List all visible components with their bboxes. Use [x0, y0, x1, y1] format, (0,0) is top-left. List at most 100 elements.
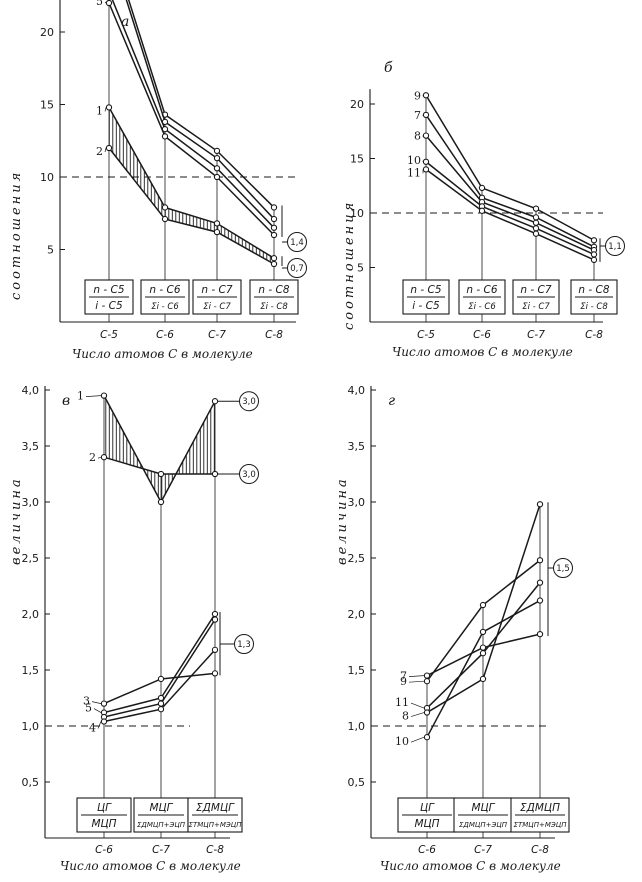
ratio-numerator: n - C8 [578, 284, 609, 296]
y-axis-label-bottom: величина [9, 476, 24, 565]
series-label: 10 [407, 154, 421, 167]
category-label: C-6 [156, 329, 174, 341]
data-point [532, 214, 540, 221]
ratio-numerator: n - C5 [93, 284, 124, 296]
series-line [426, 559, 541, 682]
category-label: C-5 [100, 329, 118, 341]
data-point [423, 734, 431, 741]
y-axis-label-top: соотношения [9, 170, 24, 300]
y-tick-label: 3,5 [348, 440, 366, 453]
bracket-value-circle [234, 634, 254, 654]
category-label: C-8 [206, 844, 224, 856]
data-point [105, 0, 113, 7]
y-tick-label: 0,5 [22, 776, 40, 789]
series-line [425, 161, 595, 256]
series-label: 8 [402, 710, 409, 723]
data-point [479, 628, 487, 636]
data-point [157, 675, 165, 683]
panel-letter: б [384, 60, 393, 76]
series-leader [97, 721, 102, 729]
series-label: 4 [89, 722, 96, 735]
data-point [270, 204, 278, 211]
data-point [422, 166, 430, 173]
bracket-value: 3,0 [242, 470, 256, 480]
data-point [478, 184, 486, 192]
series-label: 10 [395, 735, 409, 748]
data-point [423, 678, 431, 685]
data-point [422, 111, 430, 119]
data-point [270, 260, 278, 268]
data-point [536, 597, 544, 604]
data-point [532, 230, 540, 237]
series-label: 1 [77, 390, 84, 403]
panel-letter: в [62, 393, 70, 409]
data-point [532, 205, 540, 212]
ratio-denominator: Σi - C7 [522, 302, 550, 312]
x-axis-label: Число атомов С в молекуле [392, 345, 573, 359]
hatched-band [104, 395, 215, 502]
series-line [127, 0, 275, 208]
y-tick-label: 20 [350, 98, 364, 111]
data-point [423, 709, 431, 716]
ratio-denominator: МЦП [91, 818, 116, 830]
series-leader [93, 708, 102, 713]
data-point [536, 631, 544, 638]
category-label: C-5 [417, 329, 435, 341]
data-point [478, 207, 486, 214]
ratio-denominator: ΣТМЦП+МЭЦП [189, 821, 243, 829]
data-point [479, 601, 487, 609]
y-tick-label: 20 [40, 26, 54, 39]
data-point [213, 147, 221, 155]
data-point [100, 700, 108, 707]
data-point [100, 718, 108, 725]
category-label: C-7 [152, 844, 170, 856]
data-point [590, 237, 598, 244]
ratio-numerator: МЦГ [471, 802, 495, 814]
data-point [479, 644, 487, 651]
panel-a: 5101520255345121,40,7n - C5i - C5n - C6Σ… [40, 0, 307, 361]
ratio-numerator: ЦГ [97, 802, 112, 814]
shared-labels: соотношения соотношения величина величина [9, 170, 357, 565]
ratio-denominator: Σi - C7 [203, 302, 231, 312]
data-point [161, 215, 169, 223]
series-label: 11 [395, 696, 409, 709]
series-leader [408, 680, 425, 683]
data-point [213, 220, 221, 227]
series-label: 9 [400, 675, 407, 688]
data-point [157, 498, 165, 506]
ratio-denominator: i - C5 [95, 300, 123, 312]
x-axis-label: Число атомов С в молекуле [380, 859, 561, 873]
series-line [425, 94, 595, 241]
category-label: C-7 [474, 844, 492, 856]
y-tick-label: 0,5 [348, 776, 366, 789]
series-leader [104, 147, 107, 153]
data-point [590, 256, 598, 264]
data-point [211, 470, 219, 478]
data-point [157, 706, 165, 713]
data-point [532, 219, 540, 226]
data-point [479, 675, 487, 683]
panel-g: 0,5 1,0 1,5 2,0 2,5 3,0 3,5 4,0 79 118 10 1,5 ЦГ МЦП М… [348, 384, 573, 873]
ratio-denominator: ΣДМЦП+ЭЦП [137, 821, 186, 829]
y-tick-label: 2,5 [22, 552, 40, 565]
bracket-value-circle [239, 391, 259, 412]
data-point [270, 215, 278, 223]
series-line [425, 135, 595, 251]
bracket-value-circle [239, 464, 259, 484]
hatched-band [109, 107, 274, 265]
y-tick-label: 15 [40, 99, 54, 112]
category-label: C-7 [208, 329, 226, 341]
y-tick-label: 1,5 [22, 664, 40, 677]
category-label: C-8 [265, 329, 283, 341]
series-line [426, 599, 541, 738]
data-point [100, 392, 108, 399]
ratio-denominator: МЦП [414, 818, 439, 830]
data-point [211, 616, 219, 623]
ratio-numerator: ΣДМЦП [520, 802, 560, 814]
data-point [213, 228, 221, 236]
series-label: 2 [89, 451, 96, 464]
data-point [590, 251, 598, 258]
category-label: C-8 [585, 329, 603, 341]
data-point [100, 454, 108, 461]
